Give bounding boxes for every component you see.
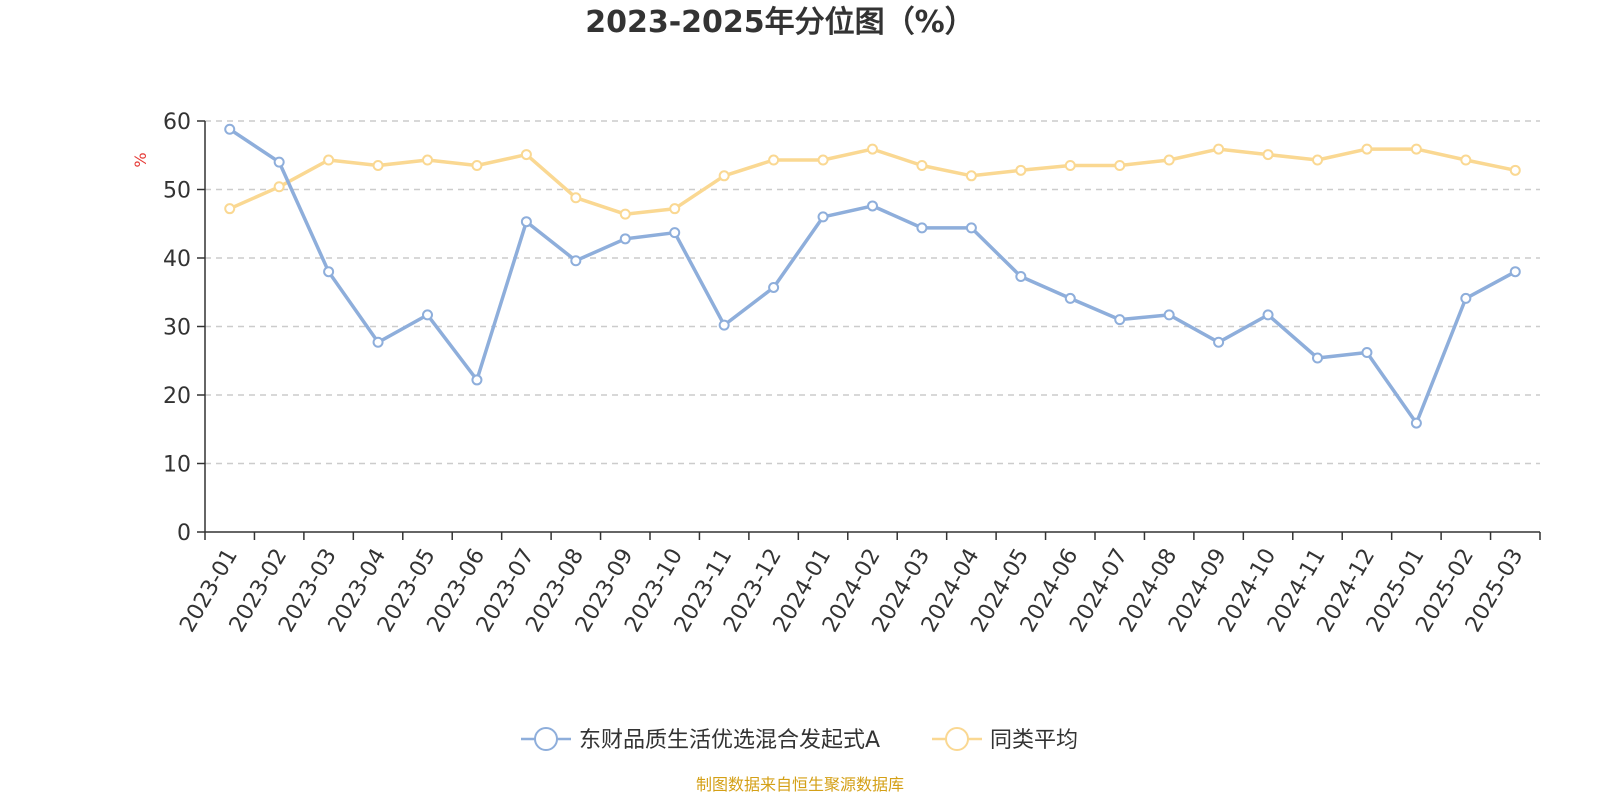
chart-title: 2023-2025年分位图（%） bbox=[585, 5, 975, 40]
legend[interactable]: 东财品质生活优选混合发起式A 同类平均 bbox=[521, 727, 1078, 753]
data-point[interactable] bbox=[323, 154, 335, 166]
data-point[interactable] bbox=[1015, 270, 1027, 282]
data-point[interactable] bbox=[1163, 309, 1175, 321]
series-line bbox=[228, 127, 1517, 425]
data-point[interactable] bbox=[1410, 417, 1422, 429]
data-point[interactable] bbox=[372, 160, 384, 172]
legend-marker bbox=[945, 727, 969, 751]
data-point[interactable] bbox=[570, 192, 582, 204]
data-source: 制图数据来自恒生聚源数据库 bbox=[696, 775, 904, 794]
data-point[interactable] bbox=[570, 255, 582, 267]
data-point[interactable] bbox=[471, 160, 483, 172]
legend-label: 东财品质生活优选混合发起式A bbox=[579, 728, 880, 753]
y-tick-label: 0 bbox=[177, 521, 191, 546]
legend-marker bbox=[534, 727, 558, 751]
data-point[interactable] bbox=[1015, 164, 1027, 176]
data-point[interactable] bbox=[372, 336, 384, 348]
data-point[interactable] bbox=[1064, 160, 1076, 172]
data-point[interactable] bbox=[224, 123, 236, 135]
legend-item-0[interactable]: 东财品质生活优选混合发起式A bbox=[521, 727, 880, 753]
data-point[interactable] bbox=[817, 154, 829, 166]
series-lines bbox=[224, 123, 1521, 429]
data-point[interactable] bbox=[224, 203, 236, 215]
y-axis-label: % bbox=[131, 152, 150, 167]
y-tick-label: 50 bbox=[163, 179, 191, 204]
data-point[interactable] bbox=[1509, 266, 1521, 278]
data-point[interactable] bbox=[718, 170, 730, 182]
y-tick-label: 10 bbox=[163, 453, 191, 478]
data-point[interactable] bbox=[867, 143, 878, 155]
data-point[interactable] bbox=[1361, 143, 1373, 155]
data-point[interactable] bbox=[1460, 154, 1472, 166]
data-point[interactable] bbox=[1262, 149, 1274, 161]
y-tick-label: 40 bbox=[163, 247, 191, 272]
data-point[interactable] bbox=[1213, 336, 1225, 348]
data-point[interactable] bbox=[669, 203, 681, 215]
data-point[interactable] bbox=[1262, 309, 1274, 321]
data-point[interactable] bbox=[1312, 154, 1323, 166]
data-point[interactable] bbox=[1460, 292, 1472, 304]
series-0 bbox=[224, 123, 1521, 429]
data-point[interactable] bbox=[965, 170, 977, 182]
data-point[interactable] bbox=[867, 200, 878, 212]
y-tick-label: 20 bbox=[163, 384, 191, 409]
data-point[interactable] bbox=[768, 281, 780, 293]
data-point[interactable] bbox=[1213, 143, 1225, 155]
axes: 01020304050602023-012023-022023-032023-0… bbox=[163, 110, 1541, 637]
data-point[interactable] bbox=[1163, 154, 1175, 166]
data-point[interactable] bbox=[1064, 292, 1076, 304]
data-point[interactable] bbox=[1114, 314, 1126, 326]
data-point[interactable] bbox=[1361, 347, 1373, 359]
data-point[interactable] bbox=[520, 149, 532, 161]
y-tick-label: 30 bbox=[163, 316, 191, 341]
data-point[interactable] bbox=[422, 154, 433, 166]
data-point[interactable] bbox=[817, 211, 829, 223]
series-1 bbox=[224, 143, 1521, 220]
data-point[interactable] bbox=[471, 374, 483, 386]
data-point[interactable] bbox=[965, 222, 977, 234]
data-point[interactable] bbox=[273, 156, 285, 168]
data-point[interactable] bbox=[916, 222, 928, 234]
legend-label: 同类平均 bbox=[990, 728, 1078, 753]
legend-item-1[interactable]: 同类平均 bbox=[932, 727, 1078, 753]
data-point[interactable] bbox=[422, 309, 433, 321]
data-point[interactable] bbox=[718, 319, 730, 331]
data-point[interactable] bbox=[1410, 143, 1422, 155]
data-point[interactable] bbox=[669, 227, 681, 239]
data-point[interactable] bbox=[520, 216, 532, 228]
data-point[interactable] bbox=[1509, 164, 1521, 176]
data-point[interactable] bbox=[1312, 352, 1323, 364]
grid-lines bbox=[205, 120, 1540, 465]
data-point[interactable] bbox=[619, 233, 631, 245]
data-point[interactable] bbox=[619, 208, 631, 220]
data-point[interactable] bbox=[323, 266, 335, 278]
y-tick-label: 60 bbox=[163, 110, 191, 135]
data-point[interactable] bbox=[768, 154, 780, 166]
data-point[interactable] bbox=[916, 160, 928, 172]
data-point[interactable] bbox=[273, 181, 285, 193]
data-point[interactable] bbox=[1114, 160, 1126, 172]
